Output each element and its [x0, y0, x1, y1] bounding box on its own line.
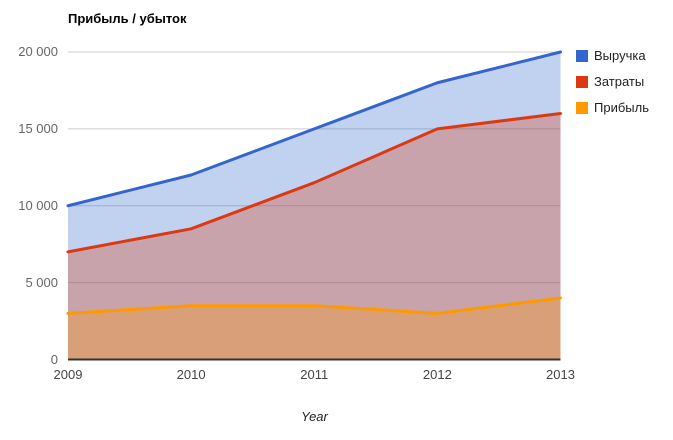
legend-label: Выручка — [594, 48, 646, 63]
legend-item-1: Затраты — [576, 74, 649, 89]
series-line-2 — [66, 296, 562, 315]
legend-swatch-icon — [576, 49, 588, 62]
legend-label: Затраты — [594, 74, 645, 89]
legend-item-2: Прибыль — [576, 100, 649, 115]
y-tick-label: 5 000 — [25, 274, 58, 290]
series-area-1 — [68, 113, 561, 360]
legend-swatch-icon — [576, 75, 588, 88]
series-line-1 — [66, 112, 562, 254]
x-tick-label: 2011 — [300, 367, 329, 382]
x-tick-label: 2010 — [176, 367, 206, 382]
chart-title: Прибыль / убыток — [68, 11, 187, 26]
legend-item-0: Выручка — [576, 48, 649, 63]
x-tick-label: 2012 — [422, 367, 452, 382]
series-line-0 — [66, 50, 562, 208]
y-tick-label: 10 000 — [18, 197, 58, 213]
y-tick-label: 15 000 — [18, 120, 58, 136]
legend-label: Прибыль — [594, 100, 649, 115]
y-tick-label: 20 000 — [18, 44, 58, 59]
y-tick-label: 0 — [50, 351, 58, 367]
x-tick-label: 2013 — [546, 367, 575, 382]
x-tick-label: 2009 — [53, 367, 83, 382]
legend-swatch-icon — [576, 101, 588, 114]
x-axis-title: Year — [301, 409, 328, 424]
chart-legend: Выручка Затраты Прибыль — [576, 48, 649, 127]
